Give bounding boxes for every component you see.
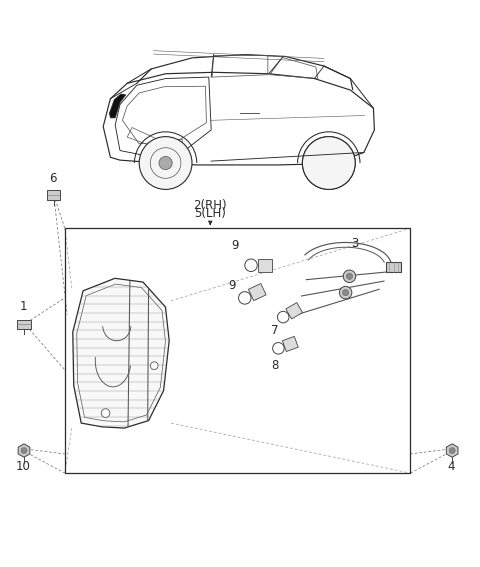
- Bar: [17, 320, 31, 329]
- Circle shape: [449, 447, 455, 454]
- Circle shape: [343, 270, 356, 282]
- Text: 1: 1: [19, 301, 27, 313]
- Polygon shape: [282, 336, 298, 352]
- Circle shape: [342, 290, 348, 296]
- Polygon shape: [446, 444, 458, 457]
- Text: 5(LH): 5(LH): [194, 207, 226, 220]
- Text: 6: 6: [49, 172, 57, 185]
- Text: 9: 9: [228, 279, 236, 292]
- Circle shape: [150, 362, 158, 370]
- Text: 4: 4: [447, 460, 455, 473]
- Text: 2(RH): 2(RH): [193, 198, 227, 211]
- Circle shape: [139, 137, 192, 189]
- Bar: [65, 229, 410, 473]
- Bar: [386, 262, 401, 272]
- Bar: [47, 191, 60, 200]
- Text: 7: 7: [271, 324, 279, 337]
- Circle shape: [302, 137, 355, 189]
- Polygon shape: [258, 259, 272, 272]
- Polygon shape: [109, 94, 126, 118]
- Circle shape: [322, 156, 336, 170]
- Polygon shape: [73, 278, 169, 428]
- Polygon shape: [286, 303, 302, 319]
- Circle shape: [346, 273, 352, 280]
- Text: 9: 9: [231, 239, 239, 252]
- Circle shape: [21, 447, 27, 454]
- Circle shape: [302, 137, 355, 189]
- Text: 8: 8: [271, 359, 279, 373]
- Circle shape: [339, 286, 352, 299]
- Circle shape: [159, 156, 172, 170]
- Text: 3: 3: [351, 237, 359, 250]
- Polygon shape: [18, 444, 30, 457]
- Text: 10: 10: [16, 460, 30, 473]
- Polygon shape: [248, 284, 266, 301]
- Circle shape: [101, 409, 110, 417]
